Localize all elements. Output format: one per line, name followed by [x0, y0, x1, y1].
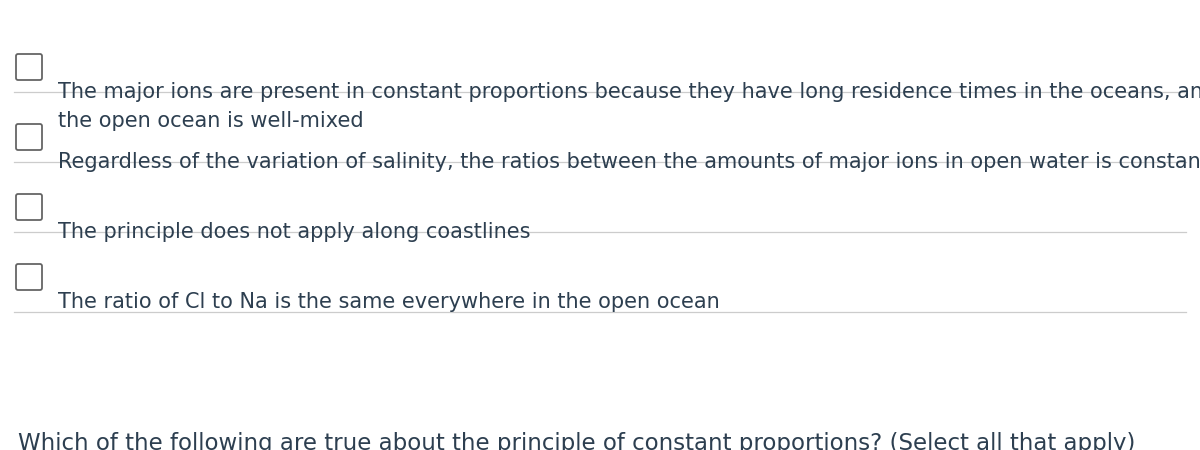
- Text: The ratio of Cl to Na is the same everywhere in the open ocean: The ratio of Cl to Na is the same everyw…: [58, 292, 720, 312]
- Text: The principle does not apply along coastlines: The principle does not apply along coast…: [58, 222, 530, 242]
- FancyBboxPatch shape: [16, 264, 42, 290]
- FancyBboxPatch shape: [16, 124, 42, 150]
- FancyBboxPatch shape: [16, 54, 42, 80]
- Text: The major ions are present in constant proportions because they have long reside: The major ions are present in constant p…: [58, 82, 1200, 131]
- Text: Which of the following are true about the principle of constant proportions? (Se: Which of the following are true about th…: [18, 432, 1135, 450]
- FancyBboxPatch shape: [16, 194, 42, 220]
- Text: Regardless of the variation of salinity, the ratios between the amounts of major: Regardless of the variation of salinity,…: [58, 152, 1200, 172]
